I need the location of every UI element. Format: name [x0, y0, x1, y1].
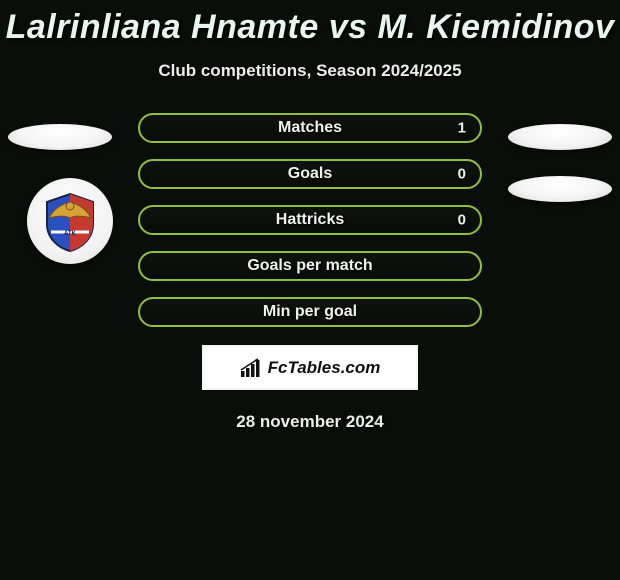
stat-row: Goals per match	[138, 251, 482, 281]
snapshot-date: 28 november 2024	[0, 412, 620, 432]
stat-value-right: 1	[458, 120, 466, 137]
stat-row: Matches 1	[138, 113, 482, 143]
player-right-oval-2	[508, 176, 612, 202]
stat-row: Goals 0	[138, 159, 482, 189]
player-left-oval	[8, 124, 112, 150]
stat-label: Hattricks	[276, 211, 344, 229]
stat-row: Hattricks 0	[138, 205, 482, 235]
stat-value-right: 0	[458, 166, 466, 183]
season-subtitle: Club competitions, Season 2024/2025	[0, 61, 620, 81]
stat-label: Matches	[278, 119, 342, 137]
stat-label: Min per goal	[263, 303, 357, 321]
stat-label: Goals	[288, 165, 332, 183]
club-crest-icon: ATK	[37, 188, 103, 254]
branding-text: FcTables.com	[268, 358, 381, 378]
player-right-oval-1	[508, 124, 612, 150]
branding-box[interactable]: FcTables.com	[202, 345, 418, 390]
svg-text:ATK: ATK	[64, 231, 77, 237]
comparison-title: Lalrinliana Hnamte vs M. Kiemidinov	[0, 0, 620, 47]
stat-label: Goals per match	[247, 257, 372, 275]
bar-chart-icon	[240, 358, 262, 378]
stat-row: Min per goal	[138, 297, 482, 327]
club-badge: ATK	[27, 178, 113, 264]
stat-value-right: 0	[458, 212, 466, 229]
